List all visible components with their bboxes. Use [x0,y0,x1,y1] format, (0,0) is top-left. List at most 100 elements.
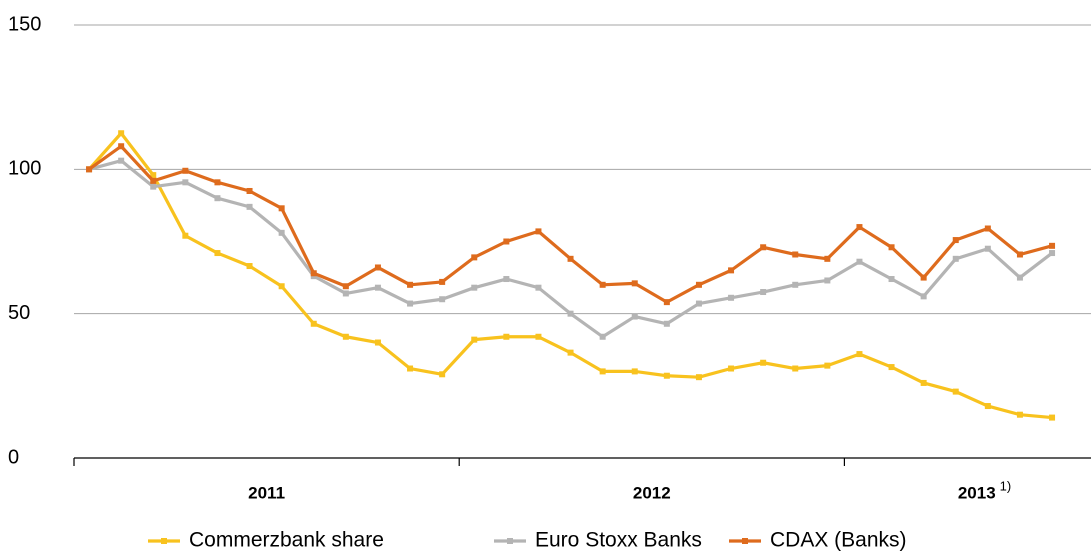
point-marker [310,320,317,327]
point-marker [278,229,285,236]
point-marker [471,336,478,343]
point-marker [439,371,446,378]
point-marker [952,388,959,395]
x-group-label: 2013 [958,483,996,502]
point-marker [952,237,959,244]
point-marker [182,232,189,239]
point-marker [535,228,542,235]
point-marker [695,281,702,288]
y-tick-label: 150 [8,13,41,35]
legend-label: Commerzbank share [189,529,384,552]
point-marker [856,351,863,358]
legend-label: Euro Stoxx Banks [535,529,702,552]
point-marker [1016,274,1023,281]
point-marker [631,368,638,375]
point-marker [310,270,317,277]
point-marker [535,333,542,340]
point-marker [214,179,221,186]
point-marker [792,365,799,372]
point-marker [182,179,189,186]
y-tick-label: 50 [8,302,30,324]
point-marker [374,339,381,346]
point-marker [695,300,702,307]
point-marker [952,255,959,262]
point-marker [407,365,414,372]
point-marker [695,374,702,381]
point-marker [663,299,670,306]
point-marker [1016,251,1023,258]
point-marker [824,362,831,369]
point-marker [278,205,285,212]
point-marker [86,166,93,173]
point-marker [407,300,414,307]
point-marker [246,263,253,270]
point-marker [984,225,991,232]
series-line [87,131,1053,420]
point-marker [342,283,349,290]
point-marker [407,281,414,288]
point-marker [374,284,381,291]
point-marker [728,365,735,372]
point-marker [663,320,670,327]
point-marker [567,310,574,317]
point-marker [792,251,799,258]
point-marker [599,368,606,375]
point-marker [278,283,285,290]
point-marker [567,255,574,262]
x-group-label: 2012 [633,483,671,502]
y-tick-label: 0 [8,446,19,468]
legend-marker [742,538,748,544]
point-marker [631,280,638,287]
point-marker [1016,411,1023,418]
point-marker [760,359,767,366]
point-marker [1049,242,1056,249]
point-marker [728,294,735,301]
point-marker [471,254,478,261]
point-marker [824,277,831,284]
point-marker [663,372,670,379]
point-marker [760,244,767,251]
point-marker [920,274,927,281]
point-marker [599,281,606,288]
point-marker [792,281,799,288]
point-marker [214,250,221,257]
footnote: 1) [1000,478,1012,493]
point-marker [567,349,574,356]
point-marker [118,143,125,150]
y-tick-label: 100 [8,158,41,180]
point-marker [1049,414,1056,421]
point-marker [246,187,253,194]
point-marker [471,284,478,291]
point-marker [439,296,446,303]
point-marker [118,130,125,137]
point-marker [984,403,991,410]
point-marker [728,267,735,274]
point-marker [503,238,510,245]
point-marker [920,293,927,300]
point-marker [150,183,157,190]
point-marker [920,379,927,386]
point-marker [760,289,767,296]
point-marker [374,264,381,271]
point-marker [150,177,157,184]
point-marker [182,167,189,174]
point-marker [214,195,221,202]
legend-label: CDAX (Banks) [770,529,907,552]
point-marker [503,276,510,283]
point-marker [856,258,863,265]
point-marker [503,333,510,340]
point-marker [342,290,349,297]
legend-marker [507,538,513,544]
point-marker [984,245,991,252]
point-marker [824,255,831,262]
legend-marker [161,538,167,544]
point-marker [150,172,157,179]
point-marker [599,333,606,340]
point-marker [888,244,895,251]
point-marker [342,333,349,340]
point-marker [439,278,446,285]
point-marker [1049,250,1056,257]
point-marker [246,203,253,210]
point-marker [631,313,638,320]
